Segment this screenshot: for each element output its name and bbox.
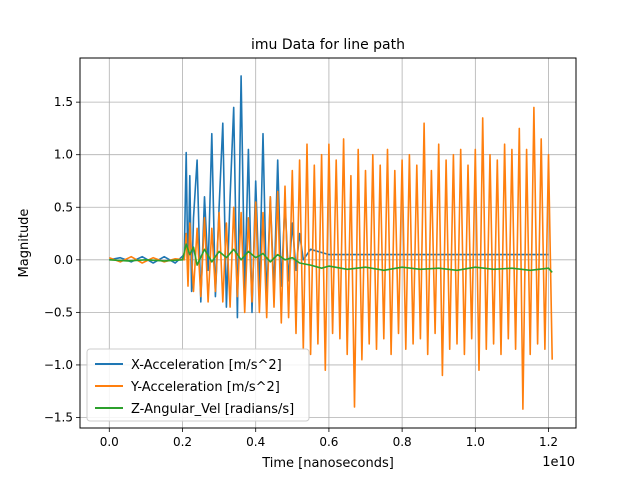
x-tick-label: 0.0: [100, 435, 119, 449]
y-axis-label: Magnitude: [17, 209, 32, 278]
x-axis-ticks: 0.0 0.2 0.4 0.6 0.8 1.0 1.2: [100, 428, 558, 449]
y-tick-label: 1.0: [54, 148, 73, 162]
x-tick-label: 1.2: [539, 435, 558, 449]
x-tick-label: 0.2: [173, 435, 192, 449]
x-tick-label: 0.8: [393, 435, 412, 449]
x-axis-offset-label: 1e10: [542, 455, 575, 470]
y-acceleration-line: [109, 106, 553, 410]
legend-label-z-angular-vel: Z-Angular_Vel [radians/s]: [131, 402, 294, 417]
x-axis-label: Time [nanoseconds]: [261, 456, 394, 471]
y-tick-label: −1.0: [44, 358, 73, 372]
y-tick-label: −1.5: [44, 410, 73, 424]
y-tick-label: 0.0: [54, 253, 73, 267]
x-tick-label: 0.4: [246, 435, 265, 449]
y-tick-label: 0.5: [54, 200, 73, 214]
chart-title: imu Data for line path: [251, 37, 405, 53]
plot-frame: [79, 57, 577, 429]
legend-frame: [86, 348, 310, 422]
z-angular-vel-line: [109, 243, 553, 273]
y-tick-label: −0.5: [44, 305, 73, 319]
y-tick-label: 1.5: [54, 95, 73, 109]
legend: X-Acceleration [m/s^2] Y-Acceleration [m…: [86, 348, 310, 422]
series-layer: [109, 75, 553, 410]
x-tick-label: 1.0: [466, 435, 485, 449]
legend-label-x-acceleration: X-Acceleration [m/s^2]: [131, 358, 282, 373]
legend-label-y-acceleration: Y-Acceleration [m/s^2]: [130, 380, 280, 395]
x-tick-label: 0.6: [319, 435, 338, 449]
y-axis-ticks: −1.5 −1.0 −0.5 0.0 0.5 1.0 1.5: [44, 95, 80, 424]
